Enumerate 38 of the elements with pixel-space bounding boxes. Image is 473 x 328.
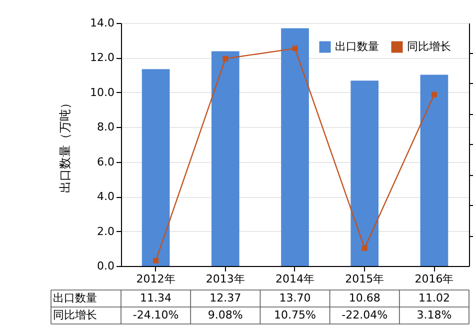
y-tick-label: 14.0 [90,16,114,30]
point [292,46,298,52]
bar [420,74,448,266]
y-tick-label: 0.0 [97,260,114,272]
bar [211,51,240,266]
data-label: 11.34 [140,292,172,304]
y-axis-title: 出口数量（万吨） [58,97,72,193]
y-tick-label: 8.0 [97,120,114,134]
x-tick-label: 2015年 [345,272,384,286]
x-tick-label: 2014年 [276,272,314,286]
data-label: 10.68 [348,292,380,304]
text: 出口数量 [53,292,97,304]
point [431,92,437,98]
data-label: 13.70 [279,292,311,304]
x-tick-label: 2012年 [136,272,176,286]
data-label: 12.37 [210,292,242,304]
y-tick-label: 12.0 [90,51,114,64]
data-label: 10.75% [274,308,316,322]
legend-label: 同比增长 [407,40,451,53]
y-tick-label: 4.0 [97,190,114,204]
legend-label: 出口数量 [335,40,379,53]
data-label: 11.02 [418,292,450,304]
text: 同比增长 [53,308,97,322]
data-label: 9.08% [208,308,243,322]
y-tick-label: 6.0 [97,155,114,168]
point [222,56,228,62]
x-tick-label: 2016年 [414,272,454,286]
point [153,258,159,264]
data-label: 3.18% [416,308,452,322]
bar [281,28,309,266]
point [362,245,368,251]
y-tick-label: 2.0 [97,224,114,238]
y-tick-label: 10.0 [90,86,114,99]
bar [142,69,170,266]
data-label: -24.10% [132,308,179,322]
data-label: -22.04% [342,308,388,322]
bar [350,80,379,266]
x-tick-label: 2013年 [206,272,245,286]
